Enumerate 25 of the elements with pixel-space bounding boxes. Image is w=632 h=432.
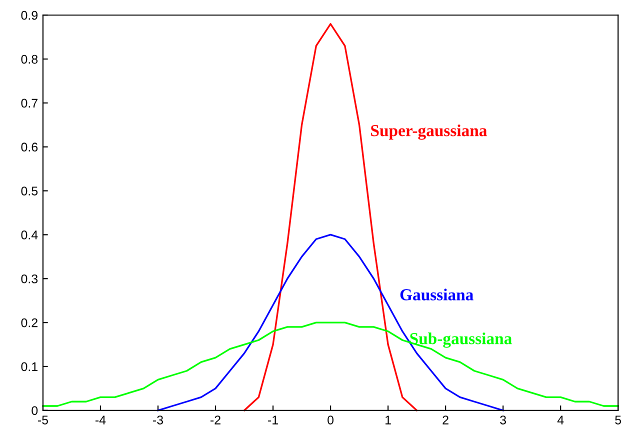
x-tick-label: 5 <box>615 416 622 424</box>
x-tick-label: -3 <box>153 416 164 424</box>
x-tick-label: -2 <box>210 416 220 424</box>
y-tick-label: 0.1 <box>21 362 38 372</box>
y-tick-label: 0.9 <box>21 10 38 20</box>
y-tick-label: 0.3 <box>21 274 38 284</box>
x-tick-label: 2 <box>442 416 448 424</box>
series-label: Sub-gaussiana <box>410 332 512 348</box>
x-tick-label: -5 <box>38 416 48 424</box>
y-tick-label: 0.7 <box>21 98 38 108</box>
x-tick-label: 1 <box>386 416 391 424</box>
y-tick-label: 0.2 <box>21 318 38 328</box>
x-tick-label: 4 <box>557 416 564 424</box>
series-label: Gaussiana <box>400 288 474 300</box>
y-tick-label: 0.6 <box>21 142 38 152</box>
x-tick-label: -4 <box>95 416 106 424</box>
line-series <box>42 322 619 407</box>
x-tick-label: 0 <box>328 416 334 424</box>
y-tick-label: 0.8 <box>21 54 38 64</box>
y-tick-label: 0 <box>32 406 38 416</box>
x-tick-label: 3 <box>500 416 506 424</box>
y-tick-label: 0.4 <box>21 230 38 240</box>
series-label: Super-gaussiana <box>371 124 487 140</box>
x-tick-label: -1 <box>268 416 278 424</box>
y-tick-label: 0.5 <box>21 186 38 196</box>
